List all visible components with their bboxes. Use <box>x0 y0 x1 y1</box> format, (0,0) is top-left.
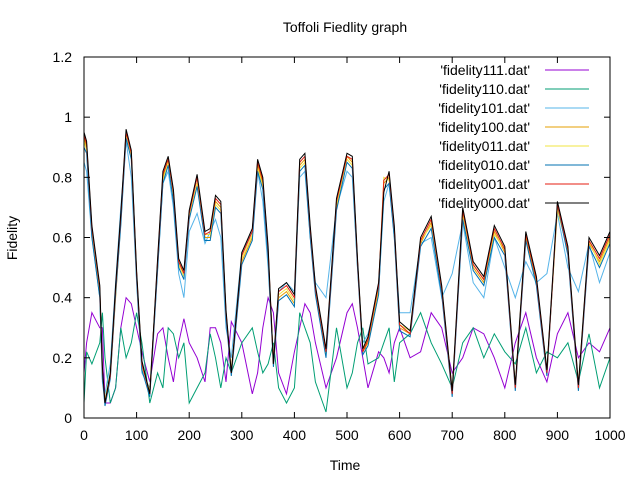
x-tick-label: 1000 <box>594 427 625 443</box>
x-tick-label: 100 <box>125 427 149 443</box>
series-line-0 <box>83 295 611 404</box>
series-line-1 <box>83 311 611 413</box>
legend-label: 'fidelity011.dat' <box>439 138 530 154</box>
x-tick-label: 200 <box>178 427 202 443</box>
y-axis-label: Fidelity <box>4 216 20 260</box>
y-tick-label: 1.2 <box>53 49 73 65</box>
x-tick-label: 500 <box>335 427 359 443</box>
y-tick-label: 0.6 <box>53 230 73 246</box>
x-axis-label: Time <box>330 457 361 473</box>
plot-frame <box>83 56 611 419</box>
axes-layer: 0 100 200 300 400 500 600 700 800 900 1000 0 0.2 0.4 0… <box>53 49 626 443</box>
x-tick-label: 600 <box>388 427 412 443</box>
legend-label: 'fidelity101.dat' <box>438 100 530 116</box>
legend-label: 'fidelity000.dat' <box>438 195 530 211</box>
y-tick-label: 0.8 <box>53 169 73 185</box>
y-tick-label: 0.2 <box>53 350 73 366</box>
legend-label: 'fidelity110.dat' <box>439 81 530 97</box>
x-tick-label: 700 <box>441 427 465 443</box>
series-line-5 <box>83 138 611 407</box>
y-tick-label: 1 <box>64 109 72 125</box>
chart-title: Toffoli Fiedlity graph <box>283 19 407 35</box>
y-tick-label: 0.4 <box>53 290 73 306</box>
legend-label: 'fidelity111.dat' <box>440 62 530 78</box>
series-layer <box>83 129 611 413</box>
legend-label: 'fidelity010.dat' <box>438 157 530 173</box>
x-tick-label: 800 <box>493 427 517 443</box>
legend-label: 'fidelity100.dat' <box>438 119 530 135</box>
legend: 'fidelity111.dat' 'fidelity110.dat' 'fidel… <box>438 62 589 211</box>
series-line-7 <box>83 129 611 404</box>
x-tick-label: 0 <box>80 427 88 443</box>
series-line-6 <box>83 132 611 404</box>
x-tick-label: 300 <box>230 427 254 443</box>
x-tick-label: 400 <box>283 427 307 443</box>
legend-label: 'fidelity001.dat' <box>438 176 530 192</box>
x-tick-label: 900 <box>546 427 570 443</box>
y-tick-label: 0 <box>64 410 72 426</box>
